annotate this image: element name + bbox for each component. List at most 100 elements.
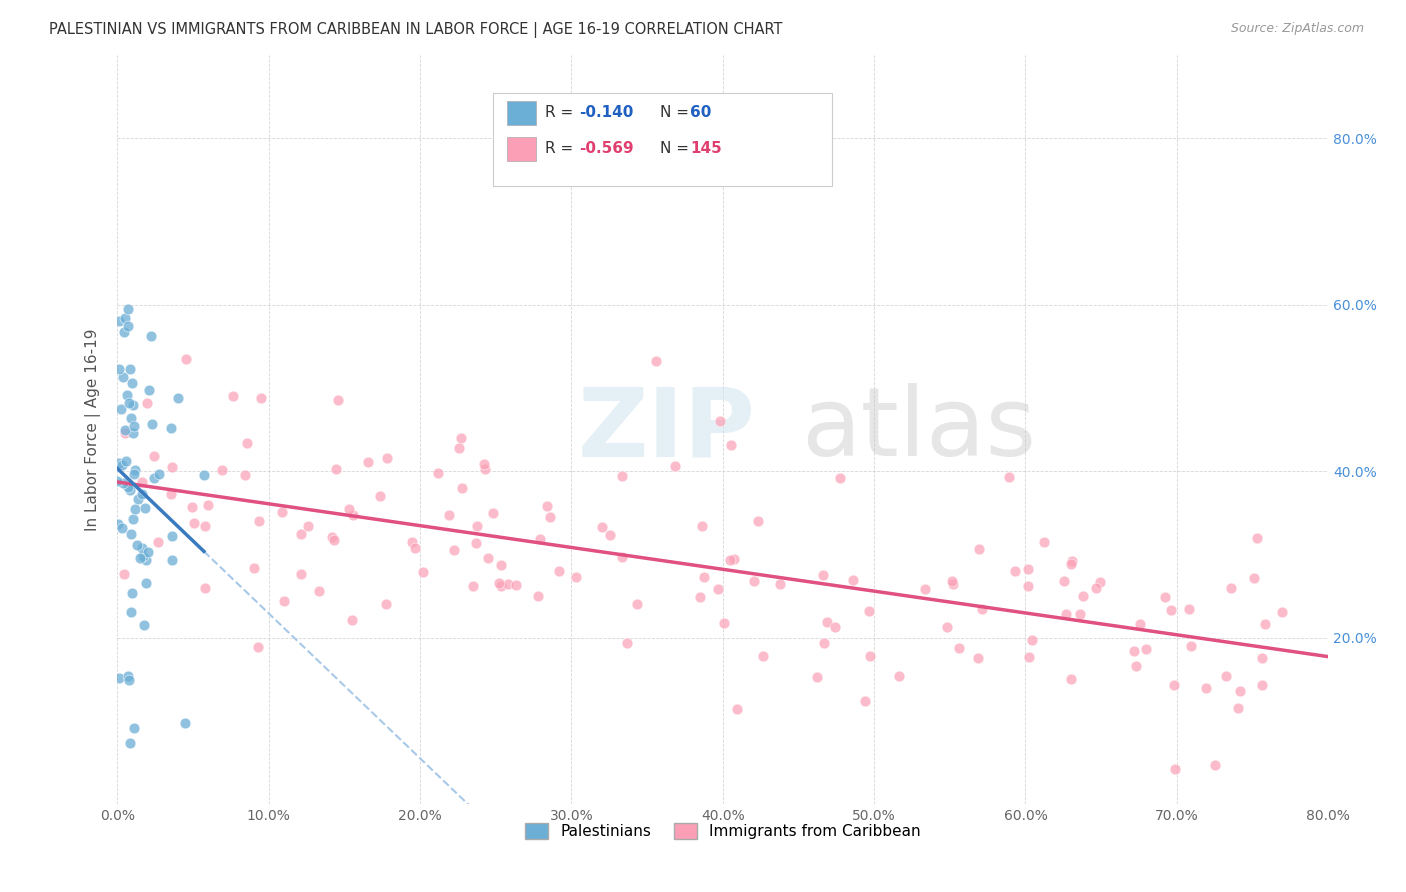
Point [481,507,503,521]
Point [1164,763,1187,777]
Point [197,499,219,513]
Point [713,615,735,630]
Point [474,457,496,471]
Point [610,469,633,483]
Point [948,641,970,656]
Point [1069,607,1091,621]
Text: atlas: atlas [801,384,1036,476]
Point [529,533,551,547]
Point [134,617,156,632]
Point [111,370,134,384]
Point [221,389,243,403]
Point [465,536,488,550]
Point [914,582,936,596]
FancyBboxPatch shape [492,93,832,186]
Point [449,441,471,455]
Point [136,544,159,558]
Point [1017,579,1039,593]
Point [426,466,449,480]
Text: N =: N = [659,105,693,120]
Point [828,471,851,485]
Text: Source: ZipAtlas.com: Source: ZipAtlas.com [1230,22,1364,36]
Point [1054,607,1077,621]
Point [124,463,146,477]
Point [538,510,561,524]
Point [117,301,139,316]
Text: R =: R = [544,105,578,120]
Point [127,492,149,507]
Point [121,398,143,412]
Point [706,582,728,596]
Point [160,459,183,474]
Point [451,481,474,495]
Y-axis label: In Labor Force | Age 16-19: In Labor Force | Age 16-19 [86,328,101,531]
Point [489,558,512,573]
Point [723,552,745,566]
Point [118,362,141,376]
Point [108,314,131,328]
Point [138,383,160,397]
Point [1160,603,1182,617]
Point [159,487,181,501]
Point [443,543,465,558]
Point [357,455,380,469]
Point [118,673,141,687]
Point [1017,562,1039,576]
Text: R =: R = [544,141,578,156]
Point [132,549,155,563]
Point [747,514,769,528]
Point [290,526,312,541]
FancyBboxPatch shape [508,136,536,161]
Point [135,553,157,567]
Point [842,573,865,587]
Point [610,550,633,565]
Point [131,486,153,500]
Point [247,515,270,529]
Text: 60: 60 [690,105,711,120]
Point [1053,574,1076,588]
Point [689,591,711,605]
Point [114,423,136,437]
Point [160,553,183,567]
Point [1195,681,1218,695]
Point [1033,534,1056,549]
Point [1163,678,1185,692]
Point [193,467,215,482]
Point [626,597,648,611]
Point [141,417,163,431]
Point [112,325,135,339]
Point [233,467,256,482]
Point [450,431,472,445]
Point [1246,532,1268,546]
Point [322,533,344,547]
Point [491,579,513,593]
Point [1215,669,1237,683]
Point [806,670,828,684]
Point [1071,589,1094,603]
Point [146,535,169,549]
Point [461,579,484,593]
Point [1204,757,1226,772]
Point [118,735,141,749]
Point [117,669,139,683]
Point [160,421,183,435]
Point [548,565,571,579]
Point [290,566,312,581]
Point [599,527,621,541]
Point [1084,581,1107,595]
Point [889,669,911,683]
Point [321,530,343,544]
Point [941,574,963,589]
Point [121,586,143,600]
Point [1178,601,1201,615]
Point [742,574,765,589]
Point [718,552,741,566]
Point [337,502,360,516]
Point [811,568,834,582]
Point [112,476,135,491]
Point [122,425,145,440]
Point [709,414,731,428]
Point [725,702,748,716]
Point [181,500,204,514]
Point [1059,557,1081,571]
